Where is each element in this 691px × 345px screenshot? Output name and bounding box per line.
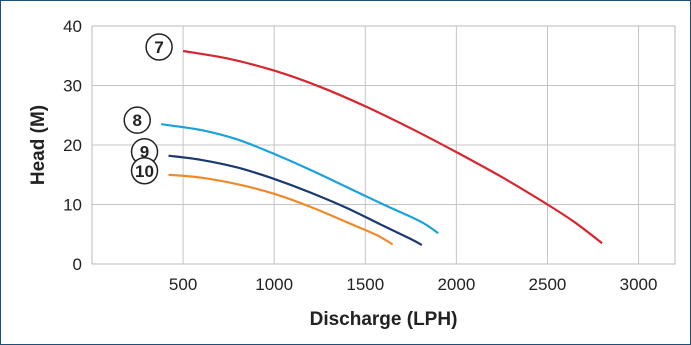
series-label: 8	[132, 111, 141, 130]
y-tick-label: 0	[73, 255, 82, 274]
series-label: 7	[154, 38, 163, 57]
y-tick-label: 30	[63, 77, 82, 96]
y-axis-title: Head (M)	[28, 105, 49, 185]
series-line-4	[168, 173, 394, 246]
y-tick-label: 40	[63, 17, 82, 36]
x-tick-label: 2500	[529, 275, 567, 294]
series-marker-circle	[123, 106, 151, 134]
x-tick-label: 500	[169, 275, 197, 294]
series-marker-4: 10	[130, 157, 159, 185]
series-marker-circle	[145, 33, 173, 61]
x-tick-label: 1500	[346, 275, 384, 294]
x-tick-label: 3000	[620, 275, 658, 294]
series-marker-3: 9	[130, 137, 159, 166]
y-tick-label: 10	[63, 196, 82, 215]
series-label: 9	[140, 143, 149, 162]
x-tick-label: 2000	[437, 275, 475, 294]
series-marker-circle	[130, 157, 159, 185]
series-line-1	[182, 49, 603, 245]
x-tick-label: 1000	[255, 275, 293, 294]
series-line-3	[168, 154, 423, 246]
series-line-2	[161, 123, 439, 235]
series-marker-1: 7	[145, 33, 173, 61]
y-tick-label: 20	[63, 136, 82, 155]
series-label: 10	[135, 162, 154, 181]
series-marker-2: 8	[123, 106, 151, 134]
x-axis-title: Discharge (LPH)	[310, 309, 458, 330]
